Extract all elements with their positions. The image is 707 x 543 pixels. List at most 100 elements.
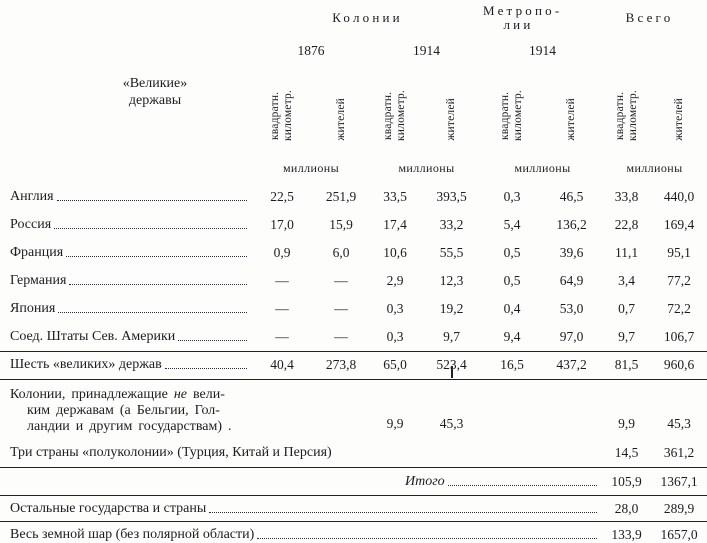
unit-inhabitants-col8: жителей — [672, 98, 685, 141]
value-cell: 45,3 — [439, 415, 464, 431]
value-cell: 11,1 — [614, 245, 639, 260]
value-cell: — — [275, 301, 289, 316]
value-cell: 0,3 — [503, 189, 521, 204]
value-cell: 95,1 — [667, 245, 691, 260]
table-row-england: Англия 22,5 251,9 33,5 393,5 0,3 46,5 33… — [0, 183, 707, 211]
header-years-row: 1876 1914 1914 — [0, 36, 707, 66]
row-label-cell: Англия — [0, 183, 252, 211]
value-cell: — — [334, 301, 348, 316]
value-cell: 46,5 — [559, 189, 584, 204]
value-cell: 1367,1 — [660, 473, 698, 489]
value-cell: 19,2 — [439, 301, 464, 316]
row-label-cell: Япония — [0, 295, 252, 323]
table-row-subtotal: Итого 105,9 1367,1 — [0, 468, 707, 496]
value-cell: — — [334, 328, 348, 344]
group-metropole: Метропо- лии — [483, 0, 602, 36]
value-cell: 0,5 — [503, 273, 521, 288]
table-row-remaining-states: Остальные государства и страны 28,0 289,… — [0, 496, 707, 522]
value-cell: 133,9 — [611, 526, 642, 542]
wrap-line1: Колонии, принадлежащие не вели- — [10, 386, 225, 402]
value-cell: 39,6 — [559, 245, 584, 260]
stub-header-line2: державы — [128, 92, 182, 108]
value-cell: 361,2 — [663, 445, 695, 461]
value-cell: 33,2 — [439, 217, 464, 232]
table-row-other-colonies: Колонии, принадлежащие не вели- ким держ… — [0, 379, 707, 440]
value-cell: 72,2 — [667, 301, 691, 316]
value-cell: 12,3 — [439, 273, 464, 288]
value-cell: 289,9 — [663, 500, 695, 516]
value-cell: 97,0 — [559, 328, 584, 344]
stub-header-line1: «Великие» — [122, 75, 188, 91]
wrap-line3: ландии и другим государствам) . — [27, 418, 232, 434]
row-label-cell: Весь земной шар (без полярной области) — [0, 522, 602, 543]
value-cell: 0,5 — [503, 245, 521, 260]
millions-label-3: миллионы — [514, 160, 571, 175]
value-cell: 1657,0 — [660, 526, 698, 542]
table-row-russia: Россия 17,0 15,9 17,4 33,2 5,4 136,2 22,… — [0, 211, 707, 239]
row-label-cell: Остальные государства и страны — [0, 496, 602, 522]
value-cell: 440,0 — [663, 189, 695, 204]
value-cell: 22,5 — [270, 189, 294, 204]
year-metropole-1914: 1914 — [529, 43, 556, 58]
value-cell: 81,5 — [614, 357, 639, 372]
wrap-line2: ким державам (а Бельгии, Гол- — [27, 402, 220, 418]
value-cell: 15,9 — [329, 217, 353, 232]
group-colonies: Колонии — [332, 10, 403, 25]
year-colonies-1876: 1876 — [297, 43, 325, 58]
value-cell: — — [275, 328, 289, 344]
table-row-usa: Соед. Штаты Сев. Америки — — 0,3 9,7 9,4… — [0, 323, 707, 351]
value-cell: 9,7 — [443, 328, 460, 344]
row-label-cell: Соед. Штаты Сев. Америки — [0, 323, 252, 351]
value-cell: 28,0 — [614, 500, 639, 516]
value-cell: 33,5 — [383, 189, 407, 204]
value-cell: 77,2 — [667, 273, 691, 288]
column-divider-tick — [451, 366, 453, 378]
year-total-empty — [602, 36, 707, 66]
unit-inhabitants-col2: жителей — [334, 98, 347, 141]
unit-inhabitants-col6: жителей — [565, 98, 577, 141]
value-cell: 0,3 — [386, 328, 404, 344]
millions-label-4: миллионы — [626, 160, 683, 175]
value-cell: 105,9 — [611, 473, 642, 489]
group-metropole-line1: Метропо- — [483, 3, 563, 18]
value-cell: 22,8 — [614, 217, 639, 232]
value-cell: 0,9 — [273, 245, 291, 260]
value-cell: 0,3 — [386, 301, 404, 316]
group-metropole-line2: лии — [503, 17, 534, 32]
row-label-cell: Колонии, принадлежащие не вели- ким держ… — [0, 379, 252, 440]
unit-sqkm-col3: квадратн. километр. — [382, 90, 407, 141]
value-cell: 64,9 — [559, 273, 584, 288]
table-row-whole-world: Весь земной шар (без полярной области) 1… — [0, 522, 707, 543]
group-total: Всего — [625, 10, 674, 25]
value-cell: 523,4 — [436, 357, 467, 372]
row-label-cell: Франция — [0, 239, 252, 267]
value-cell: 0,7 — [618, 301, 635, 316]
table-row-france: Франция 0,9 6,0 10,6 55,5 0,5 39,6 11,1 … — [0, 239, 707, 267]
table-row-six-powers-total: Шесть «великих» держав 40,4 273,8 65,0 5… — [0, 351, 707, 379]
value-cell: 9,9 — [618, 415, 635, 431]
row-label-cell: Шесть «великих» держав — [0, 351, 252, 379]
value-cell: 10,6 — [383, 245, 407, 260]
value-cell: 17,4 — [383, 217, 407, 232]
header-groups-row: «Великие» державы Колонии Метропо- лии В… — [0, 0, 707, 108]
row-label-cell: Три страны «полуколонии» (Турция, Китай … — [10, 445, 332, 461]
value-cell: 9,9 — [386, 415, 404, 431]
empty-cell — [483, 379, 541, 440]
value-cell: 393,5 — [436, 189, 467, 204]
stub-header: «Великие» державы — [0, 0, 252, 183]
value-cell: 251,9 — [325, 189, 357, 204]
millions-label-1: миллионы — [282, 160, 340, 175]
unit-inhabitants-col4: жителей — [445, 98, 457, 141]
value-cell: 53,0 — [559, 301, 584, 316]
value-cell: 169,4 — [663, 217, 695, 232]
value-cell: 65,0 — [383, 357, 407, 372]
value-cell: 5,4 — [503, 217, 521, 232]
value-cell: 437,2 — [556, 357, 587, 372]
table-row-japan: Япония — — 0,3 19,2 0,4 53,0 0,7 72,2 — [0, 295, 707, 323]
empty-cell — [252, 379, 312, 440]
table-row-semicolonies: Три страны «полуколонии» (Турция, Китай … — [0, 440, 707, 468]
value-cell: 960,6 — [663, 357, 695, 372]
value-cell: — — [275, 273, 289, 288]
